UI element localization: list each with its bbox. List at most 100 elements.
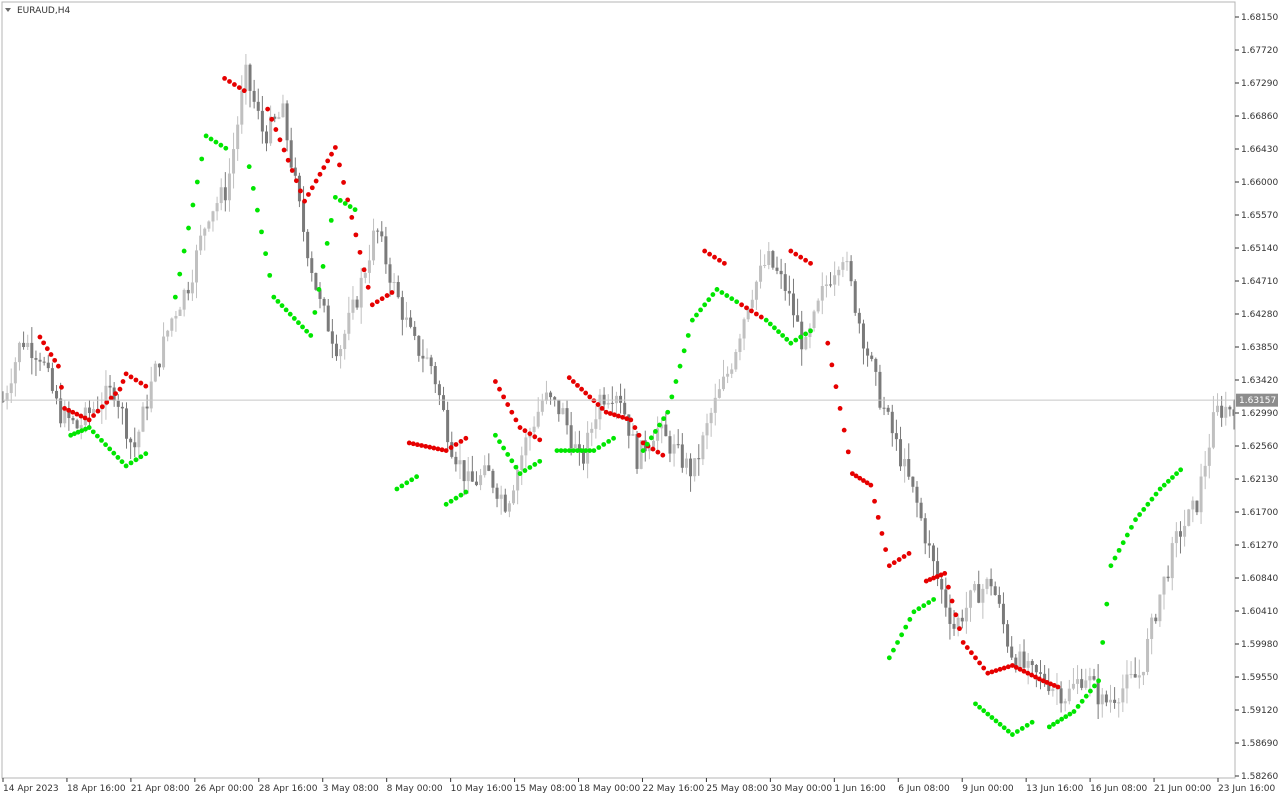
- candle-body: [911, 476, 915, 487]
- candle: [1096, 664, 1100, 720]
- candle: [384, 226, 388, 274]
- candle-body: [1051, 688, 1055, 692]
- candle-body: [977, 584, 981, 603]
- candle: [1141, 671, 1145, 686]
- candle-body: [1059, 688, 1063, 704]
- candle: [5, 385, 9, 410]
- candle: [582, 444, 586, 471]
- sar-dot-above: [591, 398, 597, 404]
- candle-body: [1133, 674, 1137, 678]
- candle: [1232, 399, 1236, 430]
- candle-body: [470, 471, 474, 482]
- candle: [754, 280, 758, 310]
- candle-body: [75, 420, 79, 429]
- sar-dot-below: [296, 320, 301, 326]
- candle: [157, 363, 161, 377]
- candle-body: [306, 231, 310, 259]
- sar-dot-below: [1157, 486, 1163, 492]
- y-tick-label: 1.66000: [1241, 178, 1278, 188]
- sar-dot-above: [431, 445, 437, 451]
- price-axis[interactable]: 1.68150 1.67720 1.67290 1.66860 1.66430 1.660…: [1235, 13, 1278, 782]
- candle: [182, 288, 186, 317]
- candle: [367, 244, 371, 284]
- sar-dot-below: [218, 142, 224, 148]
- candle-body: [1063, 701, 1067, 704]
- sar-dot-below: [324, 240, 330, 246]
- sar-dot-above: [993, 668, 999, 674]
- candle: [1071, 668, 1075, 691]
- symbol-header[interactable]: EURAUD,H4: [5, 6, 70, 16]
- candle: [899, 426, 903, 471]
- candle: [355, 296, 359, 310]
- sar-dot-below: [1145, 501, 1151, 507]
- time-axis[interactable]: 14 Apr 2023 18 Apr 16:00 21 Apr 08:00 26 Ap…: [2, 778, 1275, 794]
- sar-dot-above: [74, 411, 80, 417]
- candle-body: [59, 398, 63, 424]
- candle-body: [750, 299, 754, 308]
- plot-frame: [1, 1, 1236, 779]
- candle-body: [903, 459, 907, 467]
- sar-dot-below: [583, 448, 589, 454]
- candle-body: [211, 211, 215, 222]
- sar-dot-below: [1024, 722, 1030, 728]
- candle-body: [1100, 694, 1104, 705]
- sar-dot-below: [911, 609, 917, 615]
- sar-dot-below: [1083, 693, 1089, 699]
- candle: [227, 158, 231, 212]
- candle: [940, 575, 944, 604]
- candle-body: [425, 357, 429, 359]
- sar-dot-below: [320, 264, 326, 269]
- sar-dot-below: [719, 290, 725, 295]
- current-price-tag: 1.63157: [1236, 393, 1278, 407]
- candle: [1166, 565, 1170, 582]
- sar-dot-above: [117, 386, 123, 392]
- sar-dot-below: [409, 477, 415, 483]
- candle: [676, 429, 680, 449]
- candle: [248, 63, 252, 108]
- candle: [252, 79, 256, 109]
- candle-body: [697, 458, 701, 460]
- sar-dot-below: [566, 448, 572, 454]
- candle: [26, 334, 30, 350]
- candle: [359, 267, 363, 324]
- candle-body: [1158, 594, 1162, 622]
- sar-dot-above: [458, 438, 464, 444]
- chevron-down-icon[interactable]: [5, 8, 11, 12]
- sar-dot-above: [522, 428, 528, 434]
- candle-body: [1121, 688, 1125, 703]
- sar-dot-below: [1067, 711, 1073, 717]
- candle-body: [442, 395, 446, 410]
- candle: [1137, 659, 1141, 689]
- candle: [512, 484, 516, 506]
- candle-body: [413, 326, 417, 336]
- sar-dot-above: [298, 188, 303, 194]
- candle: [178, 306, 182, 316]
- sar-dot-below: [681, 348, 687, 354]
- sar-dot-above: [357, 249, 363, 255]
- candle: [392, 273, 396, 292]
- sar-dot-below: [199, 156, 205, 162]
- sar-dot-below: [1133, 517, 1138, 523]
- sar-dot-above: [222, 75, 227, 81]
- sar-dot-above: [91, 413, 96, 418]
- candle: [269, 105, 273, 146]
- candle-body: [524, 437, 528, 456]
- candle-body: [1191, 500, 1195, 510]
- sar-dot-above: [875, 514, 881, 520]
- sar-dot-above: [317, 171, 323, 177]
- candle: [63, 400, 67, 428]
- sar-dot-below: [453, 495, 459, 501]
- candle-body: [804, 337, 808, 350]
- sar-dot-above: [113, 391, 118, 396]
- candle: [75, 418, 79, 430]
- candle-body: [1170, 543, 1174, 579]
- candle-body: [359, 277, 363, 308]
- sar-dot-below: [558, 448, 564, 454]
- y-tick-label: 1.60410: [1241, 607, 1278, 617]
- candle: [1133, 657, 1137, 678]
- candle-body: [623, 402, 627, 415]
- sar-dot-below: [793, 337, 799, 343]
- candle: [956, 613, 960, 637]
- candle: [491, 468, 495, 494]
